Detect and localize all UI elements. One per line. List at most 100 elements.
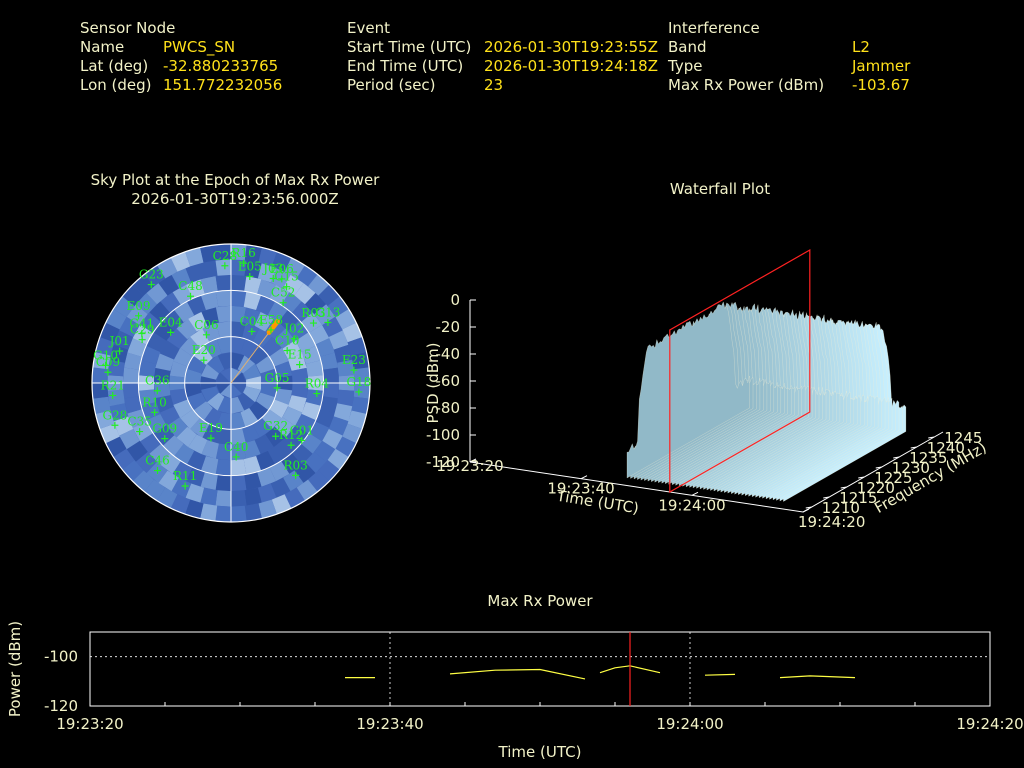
skyplot-tile bbox=[186, 450, 206, 471]
skyplot-tile bbox=[92, 383, 109, 399]
satellite-label: R12 bbox=[279, 428, 303, 442]
skyplot-tile bbox=[185, 263, 205, 283]
skyplot-tile bbox=[202, 323, 220, 342]
skyplot-tile bbox=[244, 487, 262, 506]
skyplot-tile bbox=[180, 336, 201, 357]
satellite-label: G32 bbox=[263, 419, 288, 433]
skyplot-tile bbox=[244, 260, 262, 279]
event-heading: Event bbox=[347, 19, 390, 37]
skyplot-tile bbox=[166, 328, 188, 349]
skyplot-tile bbox=[308, 470, 330, 492]
skyplot-tile bbox=[215, 290, 231, 307]
skyplot-tile bbox=[327, 448, 349, 470]
skyplot-tile bbox=[314, 440, 336, 462]
satellite-marker bbox=[104, 368, 112, 376]
satellite-marker bbox=[161, 435, 169, 443]
satellite-marker bbox=[147, 281, 155, 289]
skyplot-tile bbox=[160, 292, 181, 313]
skyplot-tile bbox=[132, 470, 154, 492]
skyplot-tile bbox=[155, 395, 174, 413]
satellite-marker bbox=[298, 436, 306, 444]
satellite-label: C04 bbox=[240, 314, 265, 328]
skyplot-tile bbox=[159, 340, 180, 360]
freq-tick-label: 1240 bbox=[927, 439, 965, 457]
skyplot-tile bbox=[122, 367, 140, 383]
skyplot-tile bbox=[188, 434, 208, 455]
skyplot-tile bbox=[260, 383, 278, 398]
skyplot-tile bbox=[153, 367, 171, 383]
skyplot-tile bbox=[244, 244, 262, 263]
skyplot-tile bbox=[201, 440, 219, 459]
skyplot-tile bbox=[200, 363, 219, 380]
satellite-marker bbox=[269, 274, 277, 282]
skyplot-tile bbox=[242, 323, 260, 342]
psd-tick-label: -60 bbox=[436, 372, 461, 390]
skyplot-tile bbox=[109, 403, 129, 422]
skyplot-tile bbox=[333, 344, 353, 363]
satellite-label: E20 bbox=[192, 343, 216, 357]
skyplot-tile bbox=[256, 355, 276, 374]
maxrx-y-tick-label: -100 bbox=[44, 648, 78, 666]
skyplot-tile bbox=[206, 355, 225, 374]
skyplot-tile bbox=[301, 402, 321, 421]
skyplot-tile bbox=[217, 396, 231, 414]
satellite-label: C35 bbox=[127, 415, 151, 429]
skyplot-tile bbox=[328, 330, 349, 350]
sensor-lat-value: -32.880233765 bbox=[163, 57, 279, 75]
skyplot-tile bbox=[291, 383, 309, 399]
skyplot-tile bbox=[113, 448, 135, 470]
skyplot-tile bbox=[206, 392, 225, 411]
satellite-marker bbox=[116, 347, 124, 355]
satellite-marker bbox=[283, 347, 291, 355]
skyplot-tile bbox=[132, 324, 153, 345]
satellite-label: J01 bbox=[108, 334, 130, 348]
satellite-marker bbox=[153, 387, 161, 395]
skyplot-tile bbox=[200, 260, 218, 279]
skyplot-tile bbox=[261, 409, 282, 430]
skyplot-tile bbox=[193, 401, 213, 421]
skyplot-tile bbox=[318, 460, 340, 482]
skyplot-tile bbox=[107, 359, 125, 377]
skyplot-tile bbox=[278, 309, 300, 331]
skyplot-tile bbox=[146, 283, 168, 305]
skyplot-tile bbox=[186, 392, 206, 411]
skyplot-tile bbox=[237, 392, 256, 411]
skyplot-tile bbox=[172, 461, 193, 482]
psd-tick-label: -80 bbox=[436, 399, 461, 417]
skyplot-tile bbox=[243, 440, 261, 459]
skyplot-tile bbox=[308, 274, 330, 296]
skyplot-tile bbox=[269, 347, 289, 367]
interference-band-value: L2 bbox=[852, 38, 870, 56]
skyplot-tile bbox=[169, 361, 188, 378]
skyplot-tile bbox=[274, 388, 293, 405]
skyplot-tile bbox=[269, 461, 290, 482]
skyplot-tile bbox=[215, 383, 231, 394]
skyplot-tile bbox=[215, 459, 231, 476]
maxrx-trace-segment bbox=[599, 665, 661, 674]
maxrx-x-tick-label: 19:23:40 bbox=[356, 715, 423, 733]
skyplot-tile bbox=[215, 305, 231, 323]
maxrx-body: 19:23:20 19:23:40 19:24:00 19:24:20 -100 -120… bbox=[6, 621, 1024, 761]
skyplot-tile bbox=[113, 296, 135, 318]
satellite-label: C10 bbox=[275, 334, 299, 348]
waterfall-surface-row bbox=[626, 301, 750, 479]
skyplot-tile bbox=[160, 453, 181, 474]
skyplot-tile bbox=[274, 361, 293, 378]
skyplot-tile bbox=[283, 274, 304, 296]
skyplot-tile bbox=[190, 328, 210, 349]
skyplot-tile bbox=[155, 353, 174, 371]
skyplot-tile bbox=[99, 322, 120, 343]
event-period-label: Period (sec) bbox=[347, 76, 436, 94]
skyplot-tile bbox=[159, 406, 180, 426]
satellite-marker bbox=[273, 384, 281, 392]
skyplot-tile bbox=[243, 291, 262, 310]
skyplot-tile bbox=[92, 367, 109, 383]
satellite-label: C06 bbox=[194, 318, 218, 332]
skyplot-tile bbox=[301, 433, 322, 454]
satellite-label: E15 bbox=[288, 348, 312, 362]
skyplot-tile bbox=[216, 336, 231, 354]
skyplot-tile bbox=[180, 409, 201, 430]
satellite-marker bbox=[109, 391, 117, 399]
skyplot-tile bbox=[258, 499, 277, 519]
